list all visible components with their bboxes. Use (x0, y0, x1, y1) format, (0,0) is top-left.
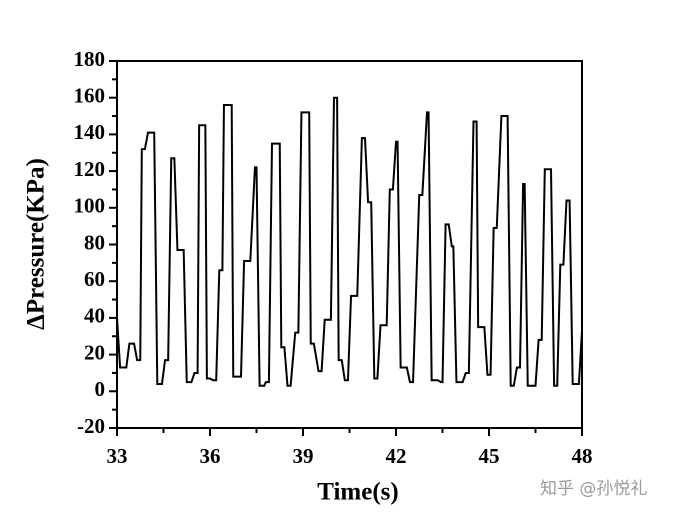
y-tick-label: 120 (74, 157, 106, 181)
x-tick-label: 45 (479, 444, 500, 468)
y-tick-label: 160 (74, 84, 106, 108)
y-tick-label: 0 (95, 377, 106, 401)
x-tick-label: 42 (386, 444, 407, 468)
y-tick-label: 80 (84, 230, 105, 254)
watermark: 知乎 @孙悦礼 (540, 479, 647, 499)
y-tick-label: -20 (77, 414, 105, 438)
y-tick-label: 20 (84, 340, 105, 364)
x-tick-label: 48 (572, 444, 593, 468)
y-axis-label: ΔPressure(KPa) (23, 158, 50, 330)
x-tick-label: 36 (200, 444, 221, 468)
x-axis-label: Time(s) (317, 479, 398, 506)
y-tick-label: 180 (74, 47, 106, 71)
x-tick-label: 33 (107, 444, 128, 468)
y-tick-label: 140 (74, 120, 106, 144)
y-tick-label: 100 (74, 194, 106, 218)
y-tick-label: 60 (84, 267, 105, 291)
y-tick-label: 40 (84, 304, 105, 328)
x-tick-label: 39 (293, 444, 314, 468)
data-line (116, 96, 583, 387)
